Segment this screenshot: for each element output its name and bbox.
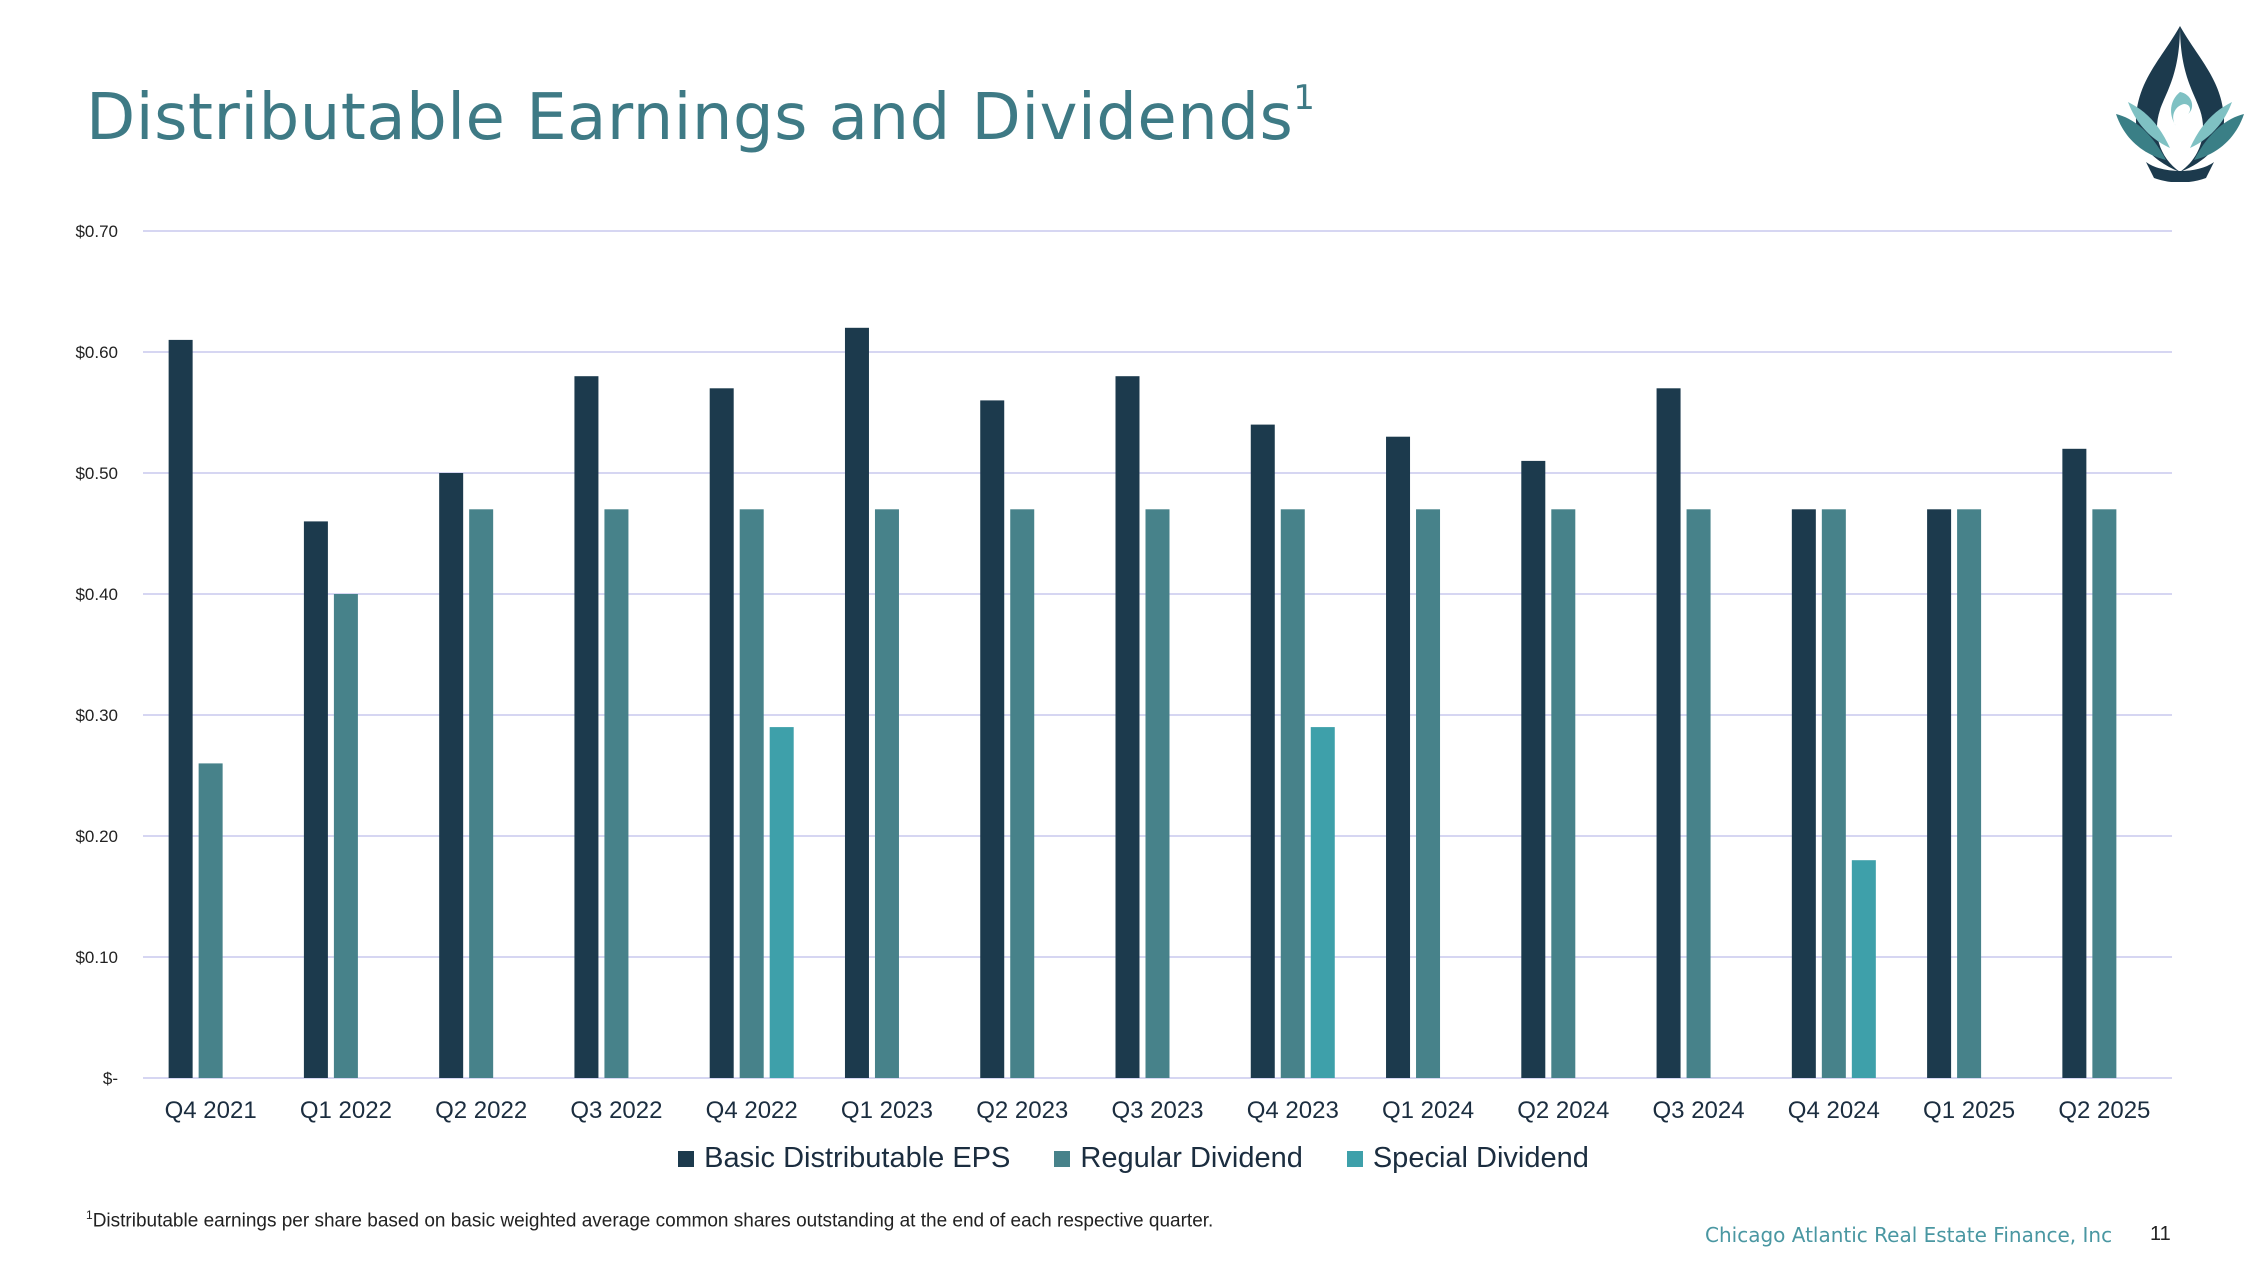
chart-bars: [168, 327, 2117, 1079]
y-tick-label-4: $0.40: [75, 585, 118, 604]
legend-label-eps: Basic Distributable EPS: [704, 1142, 1011, 1174]
x-tick-label-7: Q3 2023: [1111, 1097, 1203, 1124]
bar-regular-q1-2023: [874, 509, 899, 1078]
y-tick-label-5: $0.50: [75, 464, 118, 483]
page-number: 11: [2150, 1223, 2171, 1245]
x-tick-label-1: Q1 2022: [300, 1097, 392, 1124]
bar-eps-q1-2024: [1386, 436, 1411, 1078]
logo-base: [2146, 162, 2214, 182]
logo-wing-left: [2116, 114, 2166, 160]
legend-swatch-eps: [678, 1150, 695, 1167]
x-tick-label-9: Q1 2024: [1382, 1097, 1474, 1124]
legend-swatch-special-dividend: [1346, 1150, 1363, 1167]
phoenix-flame-logo-icon: [2116, 26, 2244, 182]
bar-eps-q4-2022: [709, 388, 734, 1078]
chart-legend: Basic Distributable EPS Regular Dividend…: [0, 1142, 2267, 1175]
y-tick-label-7: $0.70: [75, 222, 118, 241]
logo-bird-head: [2171, 92, 2193, 126]
footnote-text: Distributable earnings per share based o…: [92, 1210, 1214, 1232]
legend-label-regular-dividend: Regular Dividend: [1080, 1142, 1303, 1174]
bar-regular-q2-2022: [469, 509, 494, 1078]
footnote: 1Distributable earnings per share based …: [86, 1208, 1213, 1232]
y-tick-label-6: $0.60: [75, 343, 118, 362]
bar-regular-q3-2022: [604, 509, 629, 1078]
x-tick-label-0: Q4 2021: [165, 1097, 257, 1124]
x-tick-label-2: Q2 2022: [435, 1097, 527, 1124]
x-tick-label-12: Q4 2024: [1788, 1097, 1880, 1124]
x-tick-label-11: Q3 2024: [1653, 1097, 1745, 1124]
bar-regular-q1-2025: [1957, 509, 1982, 1078]
bar-eps-q2-2022: [439, 473, 464, 1078]
bar-regular-q3-2024: [1686, 509, 1711, 1078]
bar-regular-q4-2024: [1821, 509, 1846, 1078]
bar-regular-q3-2023: [1145, 509, 1170, 1078]
bar-regular-q4-2023: [1280, 509, 1305, 1078]
x-tick-label-3: Q3 2022: [570, 1097, 662, 1124]
y-tick-label-0: $-: [103, 1069, 118, 1088]
legend-item-special-dividend: Special Dividend: [1346, 1142, 1589, 1175]
bar-eps-q4-2021: [168, 339, 193, 1078]
y-tick-label-2: $0.20: [75, 827, 118, 846]
bar-eps-q1-2023: [844, 327, 869, 1078]
slide-title: Distributable Earnings and Dividends1: [86, 78, 1315, 155]
x-tick-label-6: Q2 2023: [976, 1097, 1068, 1124]
bar-regular-q1-2022: [333, 594, 358, 1078]
x-axis-tick-labels: Q4 2021 Q1 2022 Q2 2022 Q3 2022 Q4 2022 Q1 20…: [165, 1097, 2151, 1124]
legend-item-regular-dividend: Regular Dividend: [1054, 1142, 1303, 1175]
bar-eps-q4-2023: [1250, 424, 1275, 1079]
logo-wing-right-inner: [2190, 102, 2232, 148]
footnote-marker: 1: [86, 1208, 93, 1222]
x-tick-label-5: Q1 2023: [841, 1097, 933, 1124]
bar-eps-q2-2023: [980, 400, 1005, 1078]
bar-eps-q3-2024: [1656, 388, 1681, 1078]
bar-eps-q2-2025: [2062, 448, 2087, 1078]
legend-label-special-dividend: Special Dividend: [1372, 1142, 1589, 1174]
bar-eps-q4-2024: [1791, 509, 1816, 1078]
legend-item-eps: Basic Distributable EPS: [678, 1142, 1010, 1175]
bar-special-q4-2023: [1310, 727, 1335, 1078]
bar-eps-q2-2024: [1521, 460, 1546, 1078]
logo-wing-left-inner: [2128, 102, 2170, 148]
x-tick-label-4: Q4 2022: [706, 1097, 798, 1124]
x-tick-label-10: Q2 2024: [1517, 1097, 1609, 1124]
legend-swatch-regular-dividend: [1054, 1150, 1071, 1167]
slide-title-text: Distributable Earnings and Dividends: [86, 81, 1294, 155]
bar-regular-q2-2025: [2092, 509, 2117, 1078]
bar-eps-q1-2025: [1927, 509, 1952, 1078]
bar-eps-q3-2022: [574, 376, 599, 1078]
title-footnote-marker: 1: [1293, 78, 1316, 118]
bar-regular-q2-2023: [1010, 509, 1035, 1078]
x-tick-label-14: Q2 2025: [2058, 1097, 2150, 1124]
logo-wing-right: [2194, 114, 2244, 160]
bar-regular-q4-2022: [739, 509, 764, 1078]
y-tick-label-3: $0.30: [75, 706, 118, 725]
bar-special-q4-2024: [1851, 860, 1876, 1078]
bar-regular-q2-2024: [1551, 509, 1576, 1078]
y-tick-label-1: $0.10: [75, 948, 118, 967]
bar-regular-q4-2021: [198, 763, 223, 1078]
bar-special-q4-2022: [769, 727, 794, 1078]
company-name: Chicago Atlantic Real Estate Finance, In…: [1705, 1223, 2113, 1247]
x-tick-label-13: Q1 2025: [1923, 1097, 2015, 1124]
bar-regular-q1-2024: [1416, 509, 1441, 1078]
y-axis-tick-labels: $- $0.10 $0.20 $0.30 $0.40 $0.50 $0.60 $0.70: [75, 222, 118, 1088]
bar-eps-q3-2023: [1115, 376, 1140, 1078]
x-tick-label-8: Q4 2023: [1247, 1097, 1339, 1124]
bar-eps-q1-2022: [303, 521, 328, 1078]
